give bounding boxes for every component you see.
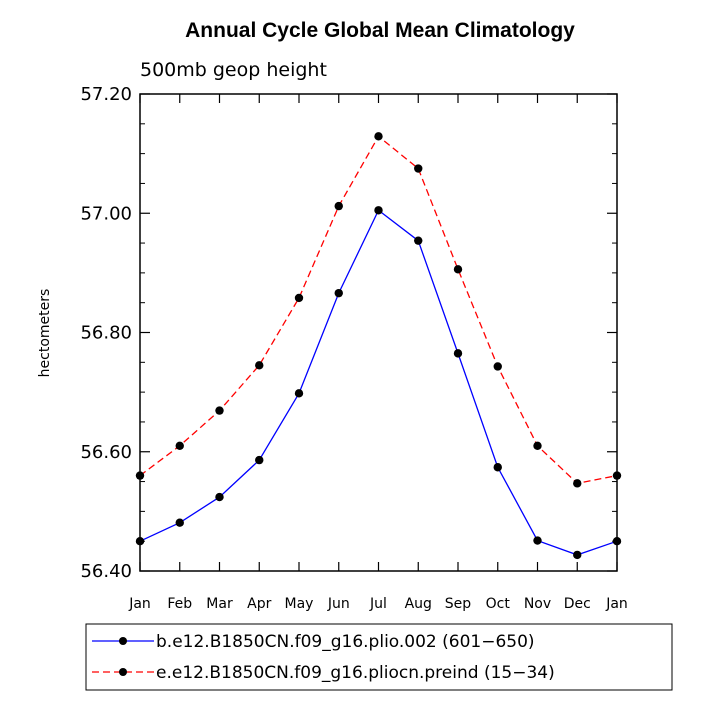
series-2-point [453, 265, 463, 274]
series-1-point [533, 536, 542, 545]
y-tick-label: 57.20 [80, 84, 132, 105]
series-1-point [294, 389, 304, 398]
series-2-point [374, 132, 383, 141]
x-tick-label: Jan [128, 596, 151, 612]
series-2-point [414, 164, 423, 173]
series-2-point [533, 441, 542, 450]
series-2-point [493, 362, 502, 371]
y-tick-label: 56.40 [80, 561, 132, 582]
legend-box [85, 623, 673, 691]
x-tick-label: May [285, 596, 314, 612]
series-1-point [453, 349, 463, 358]
series-1-point [414, 236, 423, 245]
series-2-point [175, 441, 184, 450]
series-1-point [334, 288, 343, 298]
series-1-point [573, 550, 582, 560]
series-1-point [374, 206, 383, 215]
x-tick-label: Sep [445, 596, 472, 612]
y-tick-label: 56.60 [80, 442, 132, 463]
series-1-point [175, 518, 184, 527]
legend-label-series-2: e.e12.B1850CN.f09_g16.pliocn.preind (15−… [156, 663, 555, 683]
legend-marker-series-2 [119, 668, 127, 676]
series-2-point [294, 293, 304, 303]
x-tick-label: Feb [167, 596, 192, 612]
chart-subtitle: 500mb geop height [140, 59, 327, 81]
x-tick-label: Jun [327, 596, 350, 612]
x-tick-label: Oct [486, 596, 511, 612]
x-tick-label: Aug [405, 596, 432, 612]
x-tick-label: Jul [369, 596, 387, 612]
legend-marker-series-1 [119, 637, 127, 645]
series-2-point [334, 201, 343, 211]
x-tick-label: Apr [247, 596, 271, 612]
y-axis-label: hectometers [37, 289, 53, 378]
chart-title: Annual Cycle Global Mean Climatology [185, 19, 575, 42]
y-tick-label: 56.80 [80, 323, 132, 344]
series-2-point [215, 406, 224, 415]
x-tick-label: Mar [206, 596, 233, 612]
legend-label-series-1: b.e12.B1850CN.f09_g16.plio.002 (601−650) [156, 632, 535, 652]
series-1-point [493, 463, 502, 472]
series-2-point [255, 361, 264, 370]
plot-frame [139, 93, 618, 572]
series-line-1 [139, 209, 618, 556]
x-tick-label: Dec [564, 596, 591, 612]
legend: b.e12.B1850CN.f09_g16.plio.002 (601−650)… [85, 623, 673, 691]
y-tick-label: 57.00 [80, 203, 132, 224]
series-2-point [573, 479, 582, 488]
x-tick-label: Nov [524, 596, 551, 612]
x-tick-label: Jan [605, 596, 628, 612]
series-1-point [215, 492, 224, 502]
series-line-2 [139, 135, 618, 485]
series-1-point [255, 455, 264, 465]
